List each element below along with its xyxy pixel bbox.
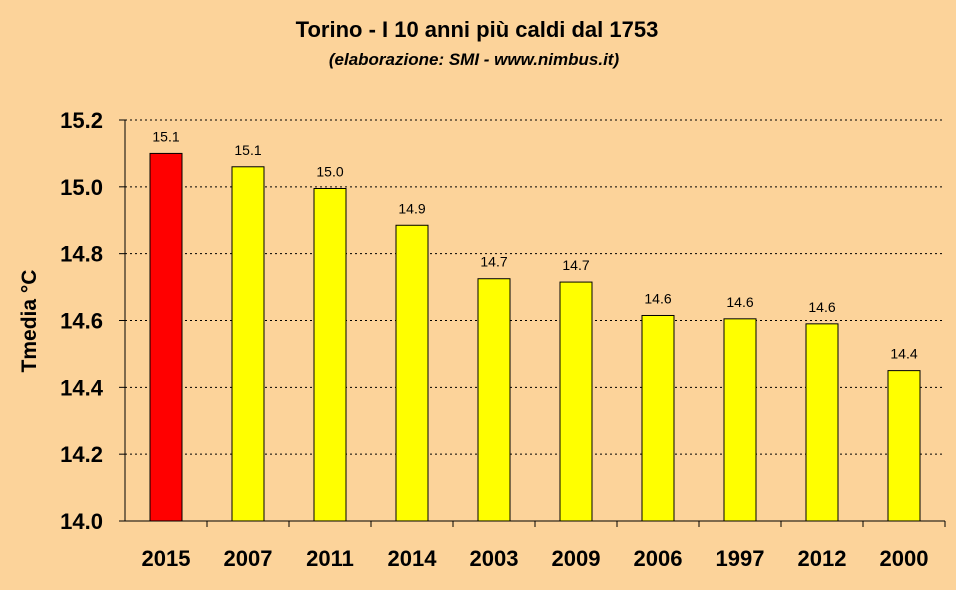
- y-tick-label: 14.4: [60, 375, 104, 400]
- data-label-2014: 14.9: [398, 200, 425, 216]
- data-label-2012: 14.6: [808, 299, 835, 315]
- x-tick-label-2000: 2000: [880, 546, 929, 571]
- y-tick-label: 15.0: [60, 175, 103, 200]
- y-tick-label: 14.2: [60, 442, 103, 467]
- y-tick-label: 14.0: [60, 509, 103, 534]
- bar-2012: [805, 323, 839, 522]
- y-axis-label: Tmedia °C: [18, 270, 41, 373]
- x-tick-label-2014: 2014: [388, 546, 438, 571]
- x-tick-label-2012: 2012: [798, 546, 847, 571]
- data-label-2000: 14.4: [890, 346, 917, 362]
- x-tick-label-2003: 2003: [470, 546, 519, 571]
- x-tick-label-2006: 2006: [634, 546, 683, 571]
- data-label-2011: 15.0: [316, 164, 343, 180]
- bar-2014: [395, 224, 429, 522]
- x-tick-label-2007: 2007: [224, 546, 273, 571]
- bar-2006: [641, 314, 675, 522]
- chart-subtitle: (elaborazione: SMI - www.nimbus.it): [329, 50, 620, 69]
- bar-2007: [231, 166, 265, 522]
- bar-2015: [149, 152, 183, 522]
- x-tick-label-2015: 2015: [142, 546, 191, 571]
- tick-labels: 14.0 14.2 14.4 14.6 14.8 15.0 15.2 2015 2007 2011…: [60, 108, 928, 571]
- bar-2000: [887, 370, 921, 522]
- y-tick-label: 15.2: [60, 108, 103, 133]
- data-label-1997: 14.6: [726, 294, 753, 310]
- x-tick-label-2011: 2011: [306, 546, 354, 571]
- bar-2003: [477, 278, 511, 522]
- data-label-2009: 14.7: [562, 257, 589, 273]
- bar-2011: [313, 188, 347, 522]
- bar-1997: [723, 318, 757, 522]
- y-tick-label: 14.8: [60, 242, 103, 267]
- data-labels: 15.1 15.1 15.0 14.9 14.7 14.7 14.6 14.6 14.6 14.4: [152, 128, 917, 361]
- data-label-2007: 15.1: [234, 142, 261, 158]
- y-tick-label: 14.6: [60, 309, 103, 334]
- x-tick-label-2009: 2009: [552, 546, 601, 571]
- x-tick-label-1997: 1997: [716, 546, 765, 571]
- data-label-2003: 14.7: [480, 254, 507, 270]
- bar-2009: [559, 281, 593, 522]
- data-label-2015: 15.1: [152, 128, 179, 144]
- data-label-2006: 14.6: [644, 290, 671, 306]
- chart-title: Torino - I 10 anni più caldi dal 1753: [296, 17, 659, 42]
- bars: [149, 152, 921, 522]
